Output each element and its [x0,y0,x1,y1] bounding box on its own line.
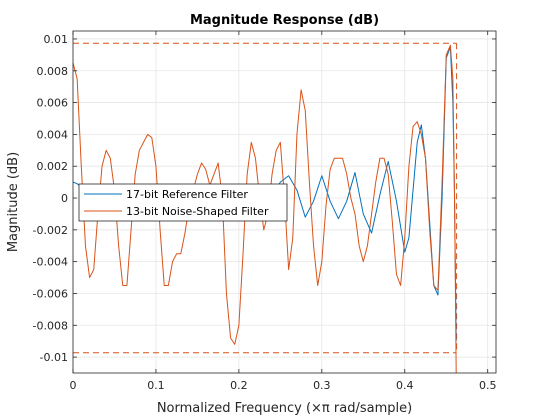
y-tick-label: 0.006 [37,97,69,110]
legend-label-reference: 17-bit Reference Filter [126,188,248,201]
y-tick-label: -0.008 [33,319,68,332]
x-tick-label: 0.2 [230,379,248,392]
y-tick-label: 0.01 [44,33,69,46]
axis-ticks: 0 0.1 0.2 0.3 0.4 0.5 -0.01 -0.008 -0.006 -0.004 -… [33,31,497,392]
x-tick-label: 0.5 [479,379,497,392]
x-tick-label: 0.3 [313,379,331,392]
y-tick-label: 0.008 [37,65,69,78]
legend-box [78,183,288,222]
legend-label-noise-shaped: 13-bit Noise-Shaped Filter [126,205,269,218]
axes-frame [72,30,497,374]
y-tick-label: -0.002 [33,224,68,237]
chart-title: Magnitude Response (dB) [190,13,379,28]
y-tick-label: 0.004 [37,128,69,141]
y-tick-label: -0.01 [40,351,68,364]
y-tick-label: 0.002 [37,160,69,173]
x-tick-label: 0 [70,379,77,392]
spec-mask [73,42,458,354]
legend: 17-bit Reference Filter 13-bit Noise-Sha… [78,183,288,222]
y-axis-label: Magnitude (dB) [6,152,21,252]
x-tick-label: 0.1 [147,379,165,392]
y-tick-label: -0.004 [33,256,68,269]
x-tick-label: 0.4 [396,379,414,392]
x-axis-label: Normalized Frequency (×π rad/sample) [157,401,412,416]
y-tick-label: 0 [61,192,68,205]
y-tick-label: -0.006 [33,287,68,300]
